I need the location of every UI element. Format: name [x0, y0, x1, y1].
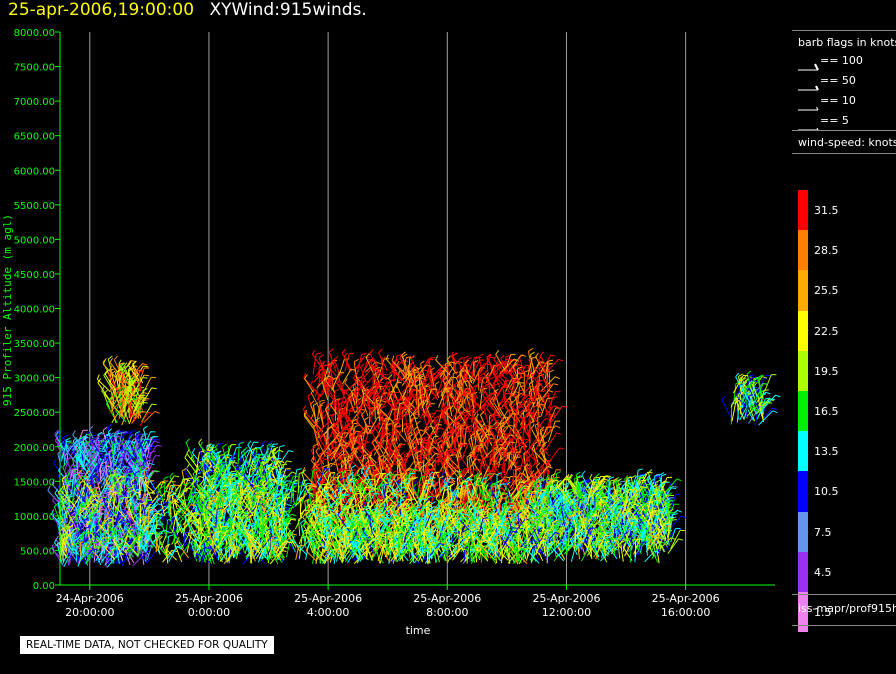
- wind-barb: [333, 355, 340, 375]
- wind-barb: [143, 425, 149, 448]
- wind-profile-chart: 0.00500.001000.001500.002000.002500.0030…: [1, 28, 781, 637]
- wind-barb: [277, 445, 285, 462]
- wind-barb: [378, 348, 388, 372]
- wind-barb: [142, 376, 157, 393]
- wind-barb: [395, 379, 405, 401]
- wind-barb-field: [47, 347, 781, 568]
- wind-barb: [303, 373, 315, 390]
- title-product: XYWind:915winds.: [209, 0, 367, 20]
- wind-barb: [52, 544, 64, 567]
- wind-barb: [121, 432, 129, 456]
- wind-barb: [546, 447, 565, 466]
- wind-barb: [62, 462, 70, 481]
- title-timestamp: 25-apr-2006,19:00:00: [8, 0, 195, 20]
- wind-barb: [515, 360, 529, 379]
- plot-title: 25-apr-2006,19:00:00 XYWind:915winds.: [8, 0, 367, 20]
- wind-barb: [115, 465, 130, 479]
- wind-barb: [147, 444, 162, 459]
- wind-barb: [544, 432, 562, 451]
